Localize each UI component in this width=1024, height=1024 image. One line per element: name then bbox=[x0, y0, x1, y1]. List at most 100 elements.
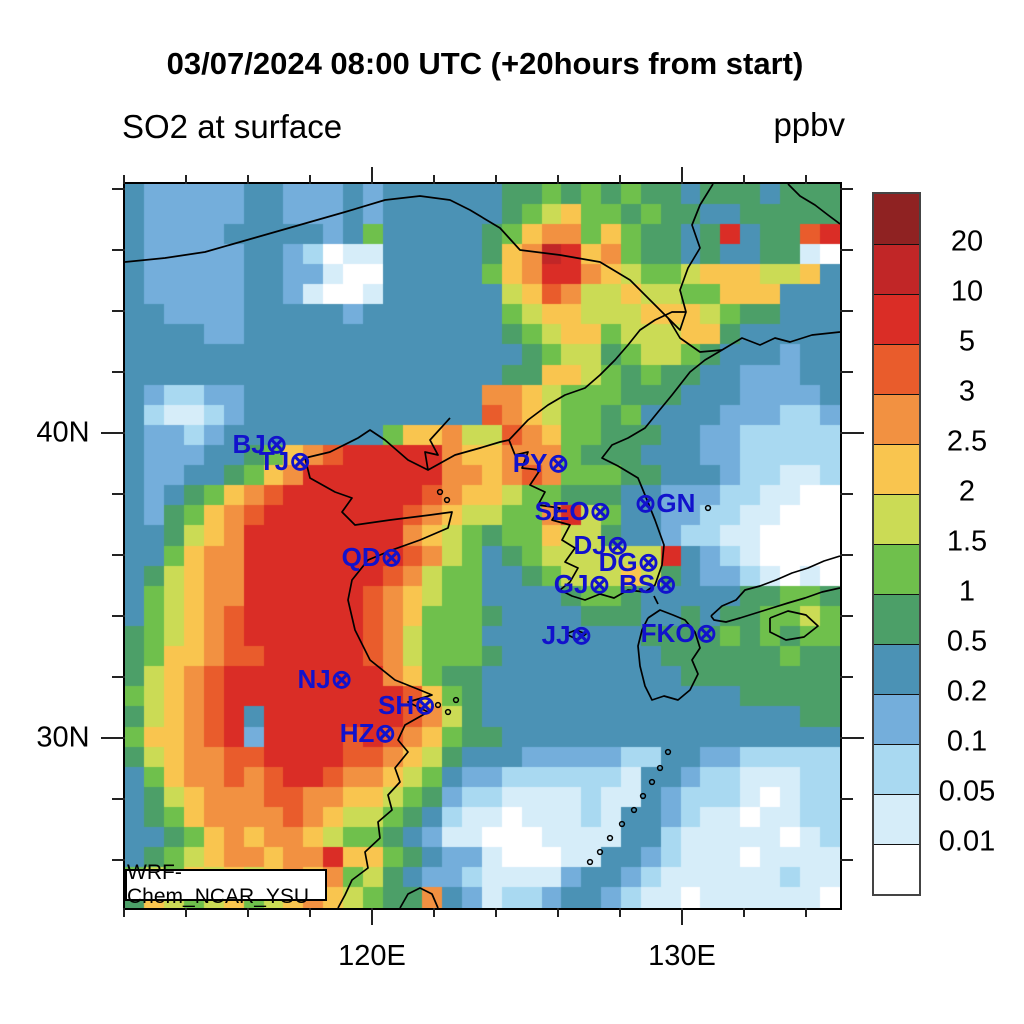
axis-tick bbox=[840, 859, 853, 861]
axis-tick bbox=[743, 175, 745, 184]
colorbar-tick-label: 0.5 bbox=[946, 625, 988, 658]
colorbar-segment bbox=[874, 694, 919, 744]
station-label: TJ⊗ bbox=[258, 446, 312, 476]
axis-tick bbox=[185, 908, 187, 917]
colorbar-tick-label: 1.5 bbox=[946, 525, 988, 558]
x-axis-label: 130E bbox=[648, 940, 716, 972]
colorbar-segment bbox=[874, 744, 919, 794]
colorbar-segment bbox=[874, 444, 919, 494]
axis-tick bbox=[112, 859, 125, 861]
colorbar-segment bbox=[874, 294, 919, 344]
axis-tick bbox=[112, 371, 125, 373]
colorbar-tick-label: 2.5 bbox=[946, 425, 988, 458]
axis-tick bbox=[101, 737, 125, 739]
y-axis-label: 30N bbox=[36, 721, 90, 754]
axis-tick bbox=[433, 908, 435, 917]
axis-tick bbox=[840, 615, 853, 617]
colorbar-segment bbox=[874, 544, 919, 594]
model-id-box: WRF-Chem_NCAR_YSU bbox=[125, 861, 327, 908]
axis-tick bbox=[112, 798, 125, 800]
axis-tick bbox=[112, 188, 125, 190]
colorbar-segment bbox=[874, 494, 919, 544]
axis-tick bbox=[185, 175, 187, 184]
axis-tick bbox=[557, 908, 559, 917]
axis-tick bbox=[309, 908, 311, 917]
colorbar-segment bbox=[874, 194, 919, 244]
station-label: ⊗GN bbox=[634, 488, 696, 518]
station-label: SEO⊗ bbox=[534, 496, 612, 526]
figure-title: 03/07/2024 08:00 UTC (+20hours from star… bbox=[166, 46, 804, 81]
axis-tick bbox=[557, 175, 559, 184]
axis-tick bbox=[743, 908, 745, 917]
model-id-label: WRF-Chem_NCAR_YSU bbox=[127, 861, 310, 908]
units-label: ppbv bbox=[773, 106, 845, 143]
axis-tick bbox=[840, 737, 864, 739]
station-label: PY⊗ bbox=[512, 448, 570, 478]
axis-tick bbox=[681, 908, 683, 925]
colorbar-tick-label: 10 bbox=[950, 275, 984, 308]
axis-tick bbox=[840, 249, 853, 251]
axis-tick bbox=[123, 175, 125, 184]
axis-tick bbox=[112, 615, 125, 617]
x-axis-label: 120E bbox=[338, 940, 406, 972]
colorbar-tick-label: 20 bbox=[950, 225, 984, 258]
axis-tick bbox=[112, 249, 125, 251]
axis-tick bbox=[309, 175, 311, 184]
so2-field-raster bbox=[125, 184, 840, 908]
axis-tick bbox=[495, 908, 497, 917]
colorbar-tick-label: 2 bbox=[958, 475, 976, 508]
axis-tick bbox=[840, 493, 853, 495]
axis-tick bbox=[619, 175, 621, 184]
axis-tick bbox=[112, 310, 125, 312]
station-label: JJ⊗ bbox=[541, 620, 593, 650]
colorbar-tick-label: 0.2 bbox=[946, 675, 988, 708]
colorbar-segment bbox=[874, 344, 919, 394]
axis-tick bbox=[101, 432, 125, 434]
axis-tick bbox=[123, 908, 125, 917]
map-panel: BJ⊗ TJ⊗ QD⊗ PY⊗ SEO⊗ ⊗GN DJ⊗ DG⊗ GJ⊗ BS⊗ JJ⊗ FKO⊗ NJ… bbox=[123, 182, 842, 910]
variable-label: SO2 at surface bbox=[122, 108, 343, 145]
axis-tick bbox=[840, 371, 853, 373]
colorbar-segment bbox=[874, 644, 919, 694]
axis-tick bbox=[840, 432, 864, 434]
colorbar-tick-label: 0.1 bbox=[946, 725, 988, 758]
colorbar-tick-label: 1 bbox=[958, 575, 976, 608]
colorbar-tick-label: 3 bbox=[958, 375, 976, 408]
colorbar-segment bbox=[874, 844, 919, 894]
station-label: BS⊗ bbox=[619, 569, 677, 599]
colorbar-segment bbox=[874, 594, 919, 644]
axis-tick bbox=[840, 676, 853, 678]
colorbar-segment bbox=[874, 394, 919, 444]
colorbar-tick-label: 0.05 bbox=[938, 775, 996, 808]
y-axis-label: 40N bbox=[36, 416, 90, 449]
colorbar-tick-label: 5 bbox=[958, 325, 976, 358]
colorbar-segment bbox=[874, 244, 919, 294]
axis-tick bbox=[247, 908, 249, 917]
colorbar-segment bbox=[874, 794, 919, 844]
axis-tick bbox=[840, 188, 853, 190]
station-label: DJ⊗ bbox=[573, 530, 629, 560]
axis-tick bbox=[112, 554, 125, 556]
axis-tick bbox=[805, 908, 807, 917]
axis-tick bbox=[247, 175, 249, 184]
axis-tick bbox=[112, 493, 125, 495]
axis-tick bbox=[805, 175, 807, 184]
colorbar-tick-label: 0.01 bbox=[938, 825, 996, 858]
axis-tick bbox=[112, 676, 125, 678]
station-label: FKO⊗ bbox=[640, 618, 718, 648]
station-label: NJ⊗ bbox=[297, 664, 353, 694]
colorbar bbox=[872, 192, 921, 896]
axis-tick bbox=[433, 175, 435, 184]
station-label: HZ⊗ bbox=[339, 718, 397, 748]
axis-tick bbox=[619, 908, 621, 917]
station-label: SH⊗ bbox=[378, 690, 436, 720]
axis-tick bbox=[840, 798, 853, 800]
axis-tick bbox=[840, 310, 853, 312]
axis-tick bbox=[840, 554, 853, 556]
axis-tick bbox=[495, 175, 497, 184]
station-label: BJ⊗ bbox=[232, 429, 288, 459]
axis-tick bbox=[681, 167, 683, 184]
axis-tick bbox=[371, 167, 373, 184]
station-label: QD⊗ bbox=[341, 542, 403, 572]
